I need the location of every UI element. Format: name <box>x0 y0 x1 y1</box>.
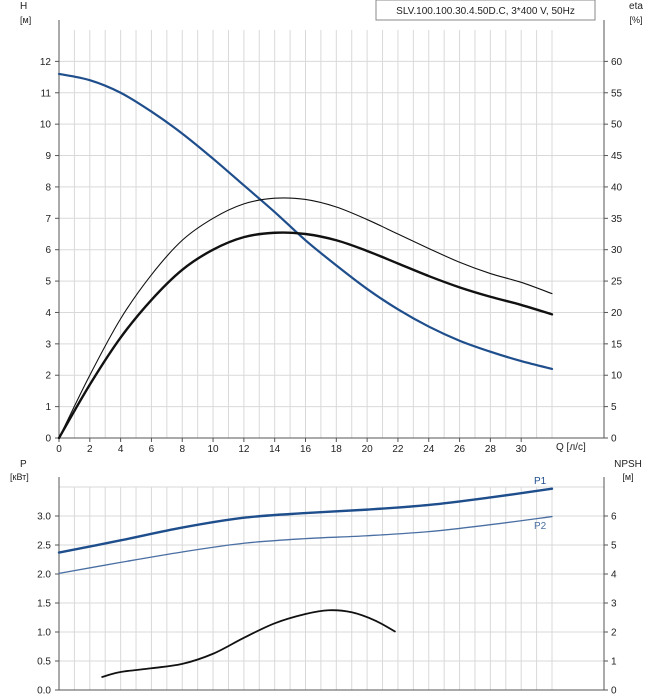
x-tick-label: 24 <box>423 444 435 455</box>
axes <box>55 20 608 691</box>
x-tick-label: 14 <box>269 444 281 455</box>
efficiency-curve-thin <box>58 197 553 439</box>
h-tick-label: 4 <box>45 308 51 319</box>
h-tick-label: 5 <box>45 277 51 288</box>
eta-tick-label: 45 <box>611 151 623 162</box>
eta-tick-label: 10 <box>611 371 623 382</box>
x-axis-label: Q [л/с] <box>556 442 586 453</box>
p-axis-unit: [кВт] <box>10 472 29 482</box>
eta-tick-label: 55 <box>611 88 623 99</box>
h-axis-unit: [м] <box>20 15 31 25</box>
grid <box>58 30 604 691</box>
eta-axis-unit: [%] <box>629 15 642 25</box>
eta-tick-label: 20 <box>611 308 623 319</box>
series <box>57 72 554 678</box>
x-tick-label: 26 <box>454 444 466 455</box>
x-tick-label: 30 <box>516 444 528 455</box>
h-tick-label: 3 <box>45 339 51 350</box>
h-tick-label: 9 <box>45 151 51 162</box>
eta-tick-label: 15 <box>611 339 623 350</box>
chart-title: SLV.100.100.30.4.50D.C, 3*400 V, 50Hz <box>396 6 575 17</box>
eta-tick-label: 25 <box>611 277 623 288</box>
x-tick-label: 12 <box>238 444 250 455</box>
efficiency-curve-thick <box>57 231 554 440</box>
h-tick-label: 0 <box>45 434 51 445</box>
x-tick-label: 16 <box>300 444 312 455</box>
x-tick-label: 22 <box>392 444 404 455</box>
p2-series-label: P2 <box>534 521 547 532</box>
p-tick-label: 1.0 <box>37 628 51 639</box>
h-tick-label: 12 <box>40 57 52 68</box>
h-tick-label: 8 <box>45 182 51 193</box>
npsh-tick-label: 5 <box>611 541 617 552</box>
eta-tick-label: 40 <box>611 182 623 193</box>
title-box: SLV.100.100.30.4.50D.C, 3*400 V, 50Hz <box>375 0 596 21</box>
h-tick-label: 2 <box>45 371 51 382</box>
h-tick-label: 1 <box>45 402 51 413</box>
x-tick-label: 0 <box>56 444 62 455</box>
p-axis-label: P <box>20 459 27 470</box>
x-tick-label: 10 <box>208 444 220 455</box>
p-tick-label: 0.0 <box>37 686 51 697</box>
npsh-tick-label: 3 <box>611 599 617 610</box>
eta-axis-label: eta <box>629 1 643 12</box>
p1-power-curve <box>57 487 554 554</box>
h-tick-label: 10 <box>40 120 52 131</box>
npsh-tick-label: 1 <box>611 657 617 668</box>
x-tick-label: 18 <box>331 444 343 455</box>
p-tick-label: 1.5 <box>37 599 51 610</box>
npsh-tick-label: 6 <box>611 512 617 523</box>
h-axis-label: H <box>20 1 27 12</box>
npsh-tick-label: 4 <box>611 570 617 581</box>
labels: 0 2 4 6 8 10 12 14 16 18 20 22 24 26 28 300123456789101… <box>37 57 622 697</box>
eta-tick-label: 60 <box>611 57 623 68</box>
eta-tick-label: 0 <box>611 434 617 445</box>
eta-tick-label: 30 <box>611 245 623 256</box>
x-tick-label: 2 <box>87 444 93 455</box>
x-tick-label: 6 <box>149 444 155 455</box>
h-tick-label: 6 <box>45 245 51 256</box>
h-tick-label: 11 <box>41 88 52 99</box>
eta-tick-label: 35 <box>611 214 623 225</box>
npsh-tick-label: 2 <box>611 628 617 639</box>
head-curve <box>57 72 554 371</box>
h-tick-label: 7 <box>45 214 51 225</box>
npsh-axis-unit: [м] <box>622 472 633 482</box>
npsh-curve <box>101 609 396 678</box>
x-tick-label: 4 <box>118 444 124 455</box>
eta-tick-label: 5 <box>611 402 617 413</box>
x-tick-label: 28 <box>485 444 497 455</box>
npsh-tick-label: 0 <box>611 686 617 697</box>
p-tick-label: 0.5 <box>37 657 51 668</box>
eta-tick-label: 50 <box>611 120 623 131</box>
p-tick-label: 2.5 <box>37 541 51 552</box>
p-tick-label: 2.0 <box>37 570 51 581</box>
x-tick-label: 8 <box>179 444 185 455</box>
p-tick-label: 3.0 <box>37 512 51 523</box>
x-tick-label: 20 <box>362 444 374 455</box>
npsh-axis-label: NPSH <box>614 459 642 470</box>
p1-series-label: P1 <box>534 476 547 487</box>
p2-power-curve <box>58 515 553 575</box>
